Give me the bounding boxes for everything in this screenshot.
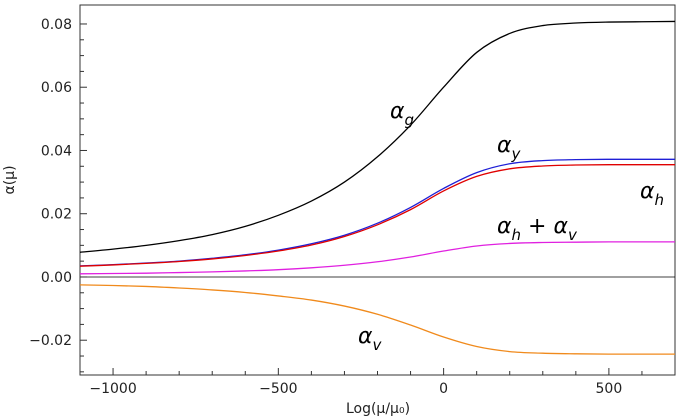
label-base: α [497,214,512,239]
label-base: α [553,214,568,239]
series-line-alpha-h-plus-alpha-v [79,241,675,275]
y-tick-label: 0.00 [41,270,72,286]
y-tick-label: 0.02 [41,207,72,223]
curve-label-alpha-h-plus-alpha-v: αh + αv [497,214,578,244]
axes: −1000 −500 0 500 −0.02 0.00 0.02 0.04 0.06 0.08 [29,4,676,397]
curve-label-alpha-y: αy [497,133,522,163]
series-line-alpha-y [79,158,675,267]
x-tick-label: −500 [259,381,297,397]
y-tick-label: 0.04 [41,143,72,159]
label-subscript: h [512,226,522,244]
series-line-alpha-g [79,20,676,253]
series-line-alpha-v [79,284,675,355]
label-base: α [640,179,655,204]
label-base: α [358,324,373,349]
label-subscript: v [373,336,383,354]
x-axis-label: Log(μ/μ₀) [346,401,410,417]
x-tick-label: −1000 [89,381,136,397]
label-base: α [390,99,405,124]
y-tick-label: −0.02 [29,333,72,349]
curve-label-alpha-v: αv [358,324,383,354]
label-subscript: g [405,111,415,129]
label-subscript: y [511,145,522,163]
x-tick-label: 0 [439,381,448,397]
label-subscript: v [568,226,578,244]
label-subscript: h [655,191,665,209]
y-tick-label: 0.08 [41,17,72,33]
curve-label-alpha-h: αh [640,179,664,209]
x-tick-label: 500 [596,381,623,397]
series-line-alpha-h [79,164,675,267]
label-base: α [497,133,512,158]
y-tick-label: 0.06 [41,80,72,96]
plot-frame [79,4,676,376]
y-axis-label: α(μ) [2,165,18,194]
label-operator: + [521,214,553,239]
curve-label-alpha-g: αg [390,99,414,129]
curves [79,20,676,355]
